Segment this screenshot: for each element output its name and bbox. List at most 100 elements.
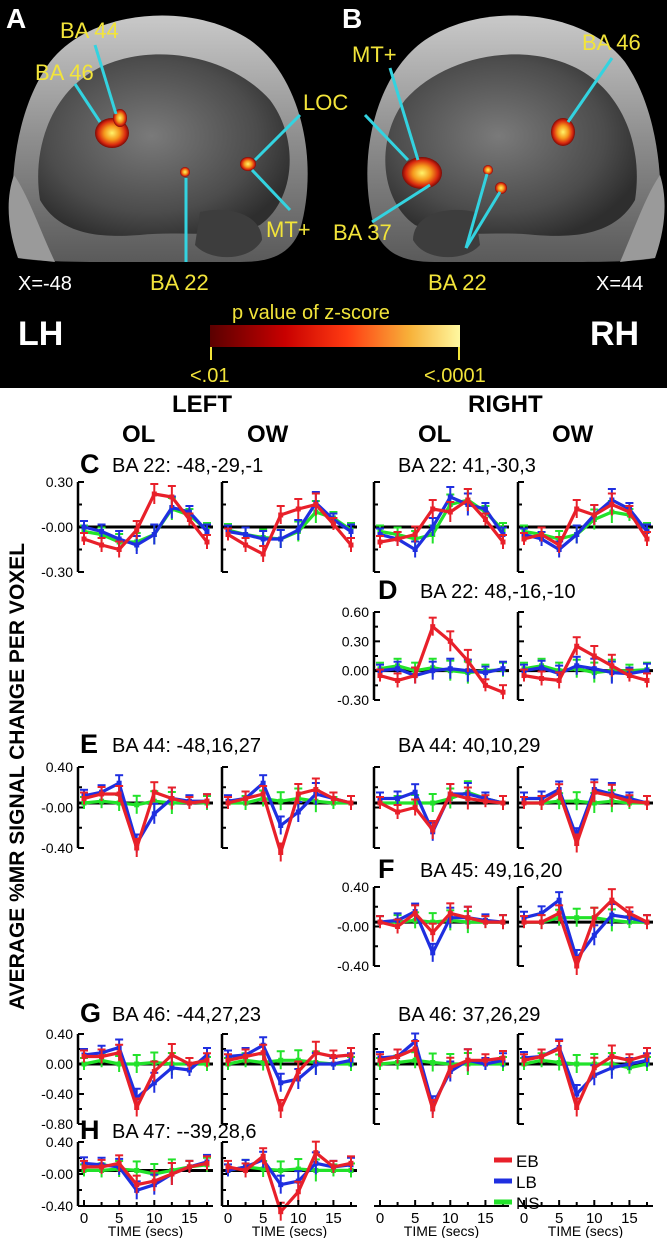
y-tick-label: 0.60 [342, 604, 369, 620]
x-tick-label: 10 [146, 1210, 163, 1227]
plot-grid: BA 22: -48,-29,-1 BA 22: 41,-30,3 C 0.30 -0.… [41, 449, 653, 1238]
row-g-left-title: BA 46: -44,27,23 [112, 1004, 261, 1026]
data-point [225, 1164, 231, 1170]
data-point [116, 791, 122, 797]
data-point [186, 517, 192, 522]
series-eb [520, 781, 651, 853]
data-point [260, 551, 266, 557]
data-point [134, 1182, 140, 1188]
data-point [134, 802, 140, 808]
data-point [626, 798, 632, 804]
data-point [169, 1171, 175, 1177]
y-tick-label: 0.00 [342, 663, 369, 679]
data-point [644, 668, 650, 674]
data-point [243, 1167, 249, 1173]
series-line-eb [84, 1161, 208, 1187]
data-point [482, 1057, 488, 1063]
plot-h-left-ow [220, 1140, 357, 1221]
data-point [412, 1046, 418, 1052]
series-eb [80, 1154, 211, 1194]
data-point [521, 919, 527, 925]
y-tick-label: -0.00 [41, 1166, 73, 1182]
data-point [278, 536, 284, 542]
series-lb [520, 778, 651, 847]
data-point [500, 666, 506, 672]
y-tick-label: -0.00 [41, 519, 73, 535]
colorbar-min-label: <.01 [190, 365, 229, 387]
data-point [151, 1080, 157, 1086]
callout-ba44 [93, 44, 118, 115]
x-tick-label: 0 [520, 1210, 528, 1227]
series-line-ns [523, 664, 648, 675]
data-point [609, 793, 615, 799]
data-point [482, 682, 488, 688]
data-point [395, 1054, 401, 1059]
legend-eb-label: EB [516, 1152, 539, 1171]
series-line-eb [379, 1047, 504, 1111]
plot-c-left-ol: 0.30 -0.00 -0.30 [41, 474, 213, 580]
data-point [295, 1189, 301, 1195]
data-point [644, 1052, 650, 1058]
right-brain-slice [367, 15, 665, 262]
y-tick-label: 0.40 [46, 1026, 73, 1042]
left-face [8, 175, 56, 262]
data-point [574, 841, 580, 846]
row-h-left-title: BA 47: --39,28,6 [112, 1121, 257, 1143]
callout-ba37 [371, 183, 431, 224]
data-point [644, 677, 650, 683]
data-point [151, 811, 157, 817]
label-mt-right: MT+ [352, 42, 397, 67]
data-point [644, 536, 650, 542]
data-point [99, 791, 105, 797]
panel-letter-a: A [6, 3, 26, 34]
data-point [313, 787, 319, 792]
data-point [412, 1057, 418, 1063]
header-left-ol: OL [122, 421, 155, 448]
data-point [330, 1054, 336, 1059]
data-point [574, 1061, 580, 1067]
data-point [99, 1164, 105, 1170]
series-eb [520, 636, 651, 689]
x-tick-label: 15 [477, 1210, 494, 1227]
row-d-right-title: BA 22: 48,-16,-10 [420, 581, 576, 603]
data-point [295, 527, 301, 533]
data-point [330, 796, 336, 801]
hemisphere-lh: LH [18, 315, 63, 353]
data-point [278, 1209, 284, 1215]
data-point [260, 1060, 266, 1065]
data-point [377, 532, 383, 537]
data-point [348, 1052, 354, 1058]
data-point [539, 919, 545, 925]
data-point [430, 919, 436, 925]
series-lb [224, 491, 355, 548]
activation-mt-right [402, 157, 442, 189]
data-point [151, 1178, 157, 1184]
data-point [278, 850, 284, 855]
data-point [260, 791, 266, 797]
series-eb [224, 777, 355, 862]
data-point [278, 1167, 284, 1173]
y-tick-label: 0.40 [46, 759, 73, 775]
series-line-eb [379, 792, 504, 832]
data-point [482, 506, 488, 512]
data-point [465, 658, 471, 664]
series-line-lb [523, 498, 649, 552]
data-point [313, 502, 319, 507]
data-point [169, 796, 175, 801]
data-point [447, 910, 453, 916]
data-point [278, 1106, 284, 1112]
data-point [186, 1061, 192, 1067]
label-ba22-left: BA 22 [150, 270, 209, 295]
activation-ba22-right-a [483, 165, 493, 175]
data-point [278, 1080, 284, 1086]
label-ba44: BA 44 [60, 18, 119, 43]
left-cerebellum [195, 209, 262, 258]
data-point [521, 673, 527, 679]
data-point [330, 521, 336, 527]
data-point [539, 675, 545, 681]
x-tick-label: 10 [442, 1210, 459, 1227]
y-tick-label: -0.00 [41, 800, 73, 816]
label-loc: LOC [303, 90, 348, 115]
x-tick-label: 5 [115, 1210, 123, 1227]
